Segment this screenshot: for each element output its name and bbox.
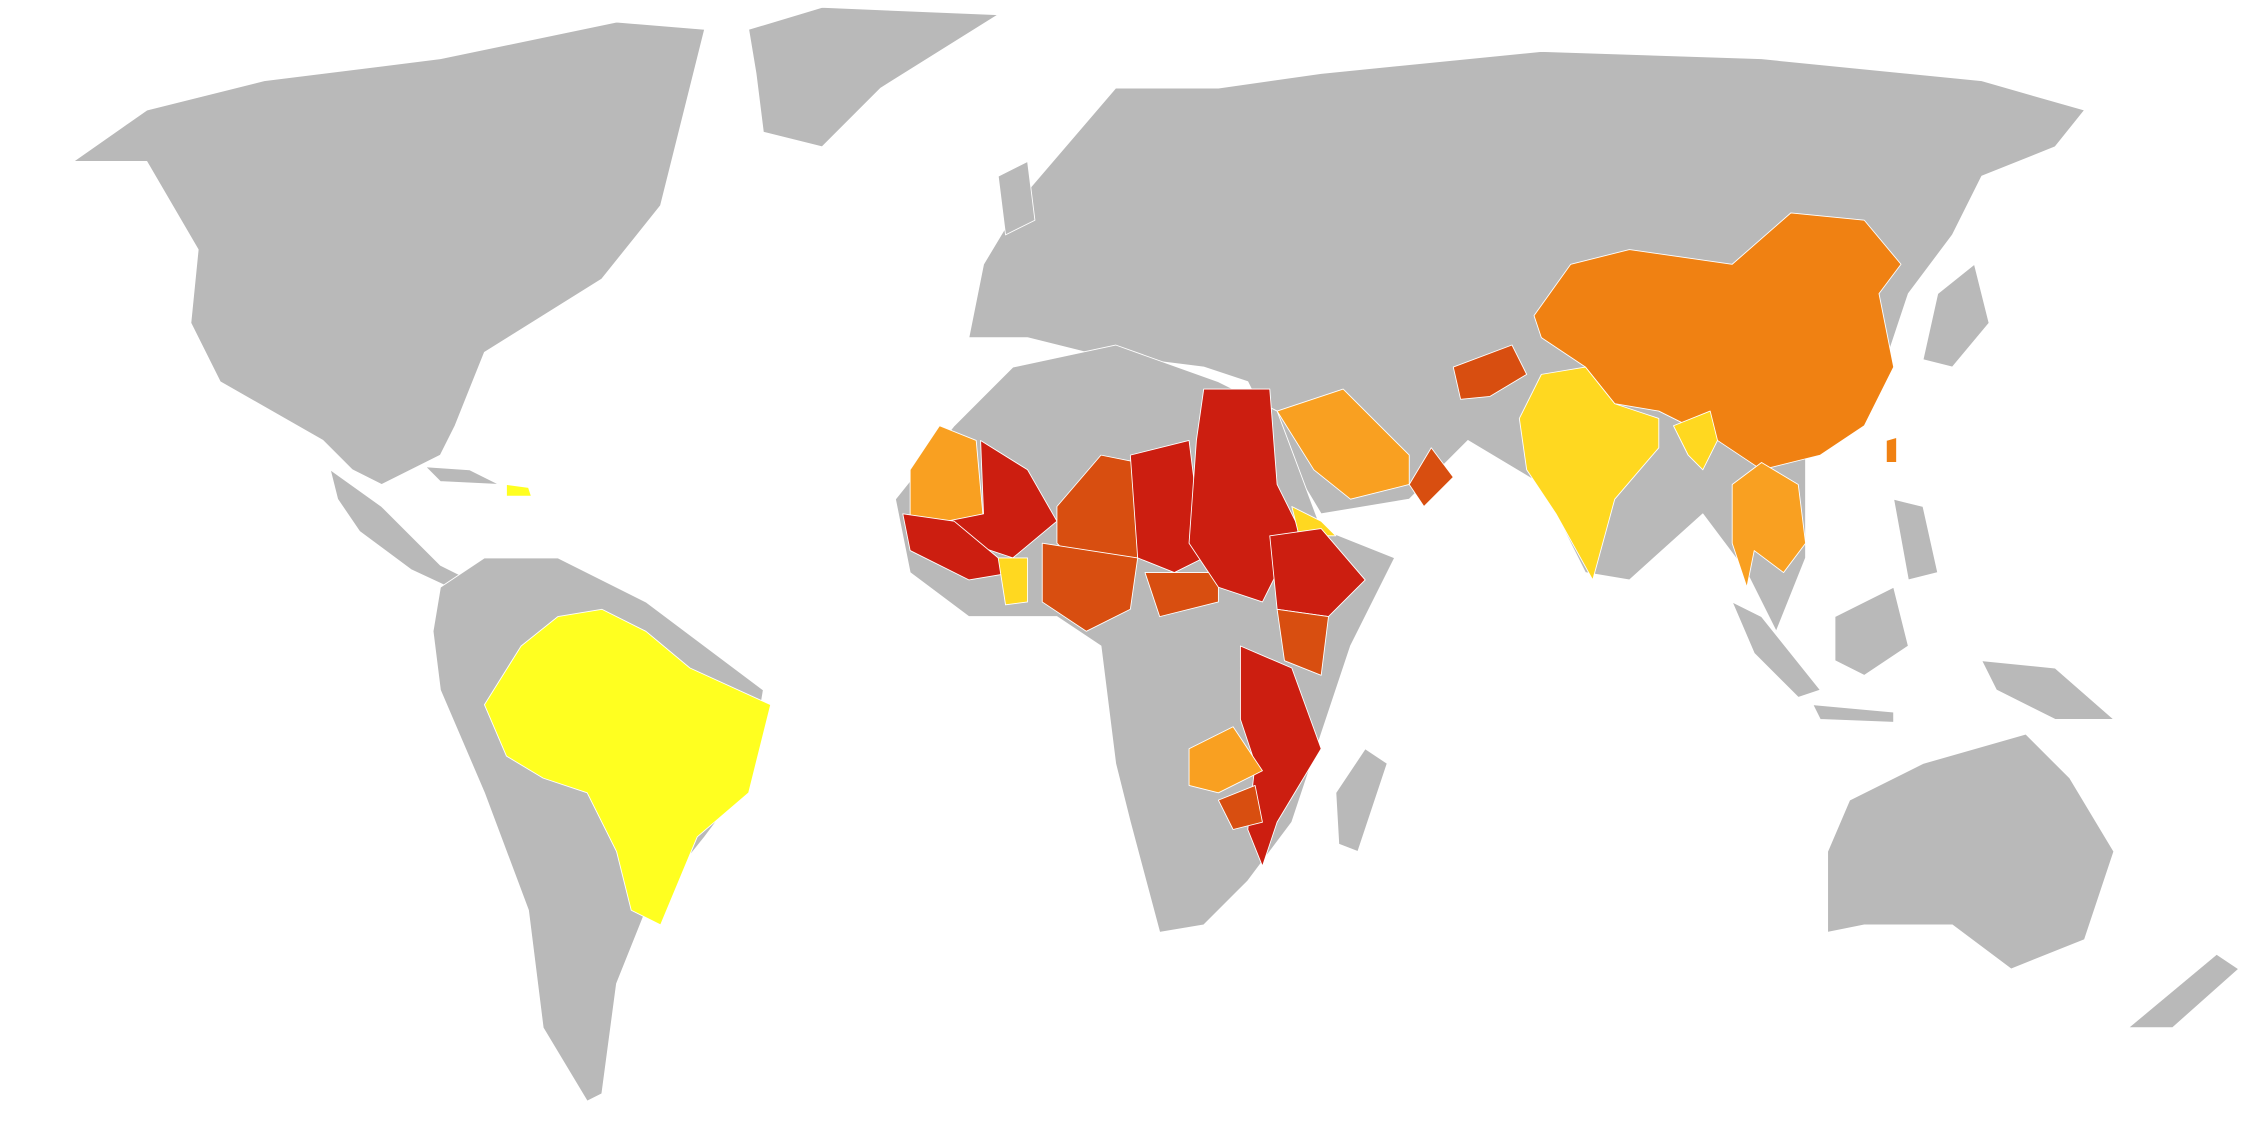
mali: [946, 440, 1058, 559]
java: [1812, 704, 1895, 723]
hispaniola: [506, 484, 532, 497]
mauritania: [909, 425, 984, 522]
greenland: [748, 6, 999, 148]
australia: [1827, 733, 2115, 970]
afghanistan: [1452, 344, 1528, 400]
eritrea: [1291, 506, 1337, 537]
japan: [1922, 263, 1990, 368]
cuba: [425, 466, 500, 485]
zimbabwe: [1217, 785, 1263, 830]
kenya: [1276, 608, 1329, 676]
taiwan: [1885, 437, 1898, 463]
ethiopia: [1269, 528, 1366, 618]
chad: [1129, 440, 1205, 574]
borneo: [1834, 586, 1909, 676]
highlighted-countries: [483, 212, 1902, 926]
new-guinea: [1981, 660, 2115, 720]
india: [1518, 366, 1660, 581]
brazil: [483, 608, 772, 926]
philippines: [1893, 498, 1939, 581]
central-african-republic: [1144, 572, 1219, 618]
britain: [997, 161, 1036, 236]
new-zealand: [2128, 953, 2240, 1029]
southeast-asia: [1731, 462, 1807, 588]
ghana: [997, 557, 1029, 606]
zambia: [1188, 726, 1263, 794]
oman: [1408, 447, 1454, 507]
north-america: [72, 21, 706, 485]
madagascar: [1335, 748, 1388, 852]
nigeria: [1041, 542, 1139, 632]
myanmar: [1673, 410, 1718, 471]
sumatra: [1731, 601, 1821, 698]
